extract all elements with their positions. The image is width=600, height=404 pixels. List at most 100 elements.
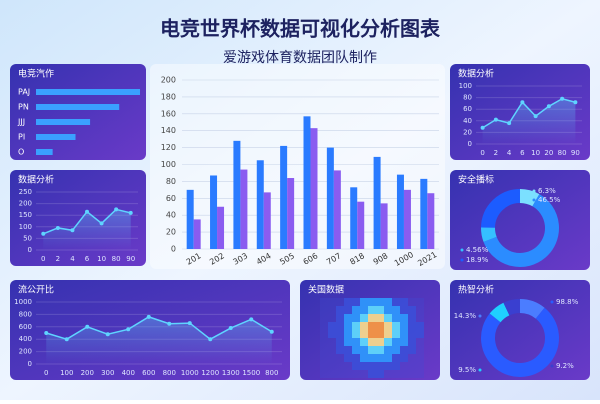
point	[480, 125, 485, 130]
heat-cell	[328, 298, 336, 306]
heat-cell	[368, 354, 376, 362]
panel-title: 关国数据	[308, 284, 344, 296]
heat-cell	[408, 298, 416, 306]
x-tick-label: 4	[507, 149, 512, 157]
bar-label: PN	[18, 103, 29, 112]
x-tick-label: 100	[60, 369, 73, 377]
y-tick-label: 0	[468, 140, 472, 148]
heat-cell	[344, 346, 352, 354]
heat-cell	[392, 346, 400, 354]
donut-segment	[519, 299, 545, 319]
heat-cell	[368, 362, 376, 370]
heat-cell	[384, 322, 392, 330]
heat-cell	[400, 362, 408, 370]
y-tick-label: 200	[19, 200, 32, 208]
heat-cell	[416, 314, 424, 322]
heat-cell	[392, 338, 400, 346]
y-tick-label: 80	[166, 177, 176, 186]
bar	[326, 147, 334, 249]
heat-cell	[352, 346, 360, 354]
heat-cell	[368, 322, 376, 330]
heat-cell	[344, 362, 352, 370]
legend-dot	[550, 300, 554, 304]
point	[105, 332, 110, 337]
data-label: 98.8%	[556, 298, 579, 306]
heat-cell	[360, 306, 368, 314]
heat-cell	[360, 322, 368, 330]
donut-segment	[481, 189, 521, 229]
heat-cell	[384, 330, 392, 338]
legend-dot	[478, 314, 482, 318]
panel-title: 热智分析	[458, 284, 494, 296]
x-tick-label: 2	[56, 255, 60, 263]
point	[70, 228, 75, 233]
y-tick-label: 400	[19, 335, 32, 343]
x-tick-label: 400	[122, 369, 135, 377]
x-tick-label: 600	[142, 369, 155, 377]
heat-cell	[336, 314, 344, 322]
bar	[280, 145, 288, 249]
heat-cell	[392, 354, 400, 362]
point	[114, 207, 119, 212]
heat-cell	[336, 354, 344, 362]
point	[560, 96, 565, 101]
heat-cell	[368, 338, 376, 346]
panel-title: 安全播标	[458, 174, 494, 186]
heat-cell	[320, 346, 328, 354]
heat-cell	[344, 298, 352, 306]
x-tick-label: 1500	[242, 369, 260, 377]
y-tick-label: 120	[161, 143, 176, 152]
bar	[36, 134, 76, 140]
point	[41, 231, 46, 236]
heat-cell	[320, 354, 328, 362]
heat-cell	[416, 322, 424, 330]
bar	[36, 149, 53, 155]
panel-title: 数据分析	[18, 174, 54, 186]
heat-cell	[328, 330, 336, 338]
x-tick-label: 200	[81, 369, 94, 377]
heat-cell	[344, 330, 352, 338]
heat-cell	[392, 370, 400, 378]
heat-cell	[344, 354, 352, 362]
heat-cell	[416, 346, 424, 354]
heat-cell	[344, 306, 352, 314]
bar	[310, 128, 318, 249]
x-tick-label: 6	[85, 255, 90, 263]
heat-cell	[352, 362, 360, 370]
donut-segment	[483, 194, 559, 267]
bar	[420, 178, 428, 249]
heat-cell	[344, 370, 352, 378]
heat-cell	[376, 314, 384, 322]
point	[533, 114, 538, 119]
heat-cell	[336, 298, 344, 306]
heat-cell	[336, 306, 344, 314]
y-tick-label: 150	[19, 211, 32, 219]
heat-cell	[360, 346, 368, 354]
heat-cell	[344, 314, 352, 322]
y-tick-label: 100	[459, 82, 472, 90]
heat-cell	[320, 314, 328, 322]
legend-dot	[550, 364, 554, 368]
heat-cell	[368, 298, 376, 306]
bar	[373, 156, 381, 249]
heat-cell	[336, 346, 344, 354]
heat-cell	[384, 354, 392, 362]
heat-cell	[368, 370, 376, 378]
data-label: 4.56%	[466, 246, 489, 254]
heat-cell	[376, 298, 384, 306]
heat-cell	[408, 346, 416, 354]
heat-cell	[360, 362, 368, 370]
data-label: 9.5%	[458, 366, 476, 374]
bar	[36, 89, 140, 95]
legend-dot	[478, 368, 482, 372]
y-tick-label: 250	[19, 188, 32, 196]
heat-cell	[384, 346, 392, 354]
point	[55, 225, 60, 230]
heat-cell	[408, 314, 416, 322]
x-tick-label: 80	[112, 255, 121, 263]
heat-cell	[384, 306, 392, 314]
y-tick-label: 40	[166, 211, 176, 220]
data-label: 9.2%	[556, 362, 574, 370]
heat-cell	[376, 330, 384, 338]
heat-cell	[336, 338, 344, 346]
